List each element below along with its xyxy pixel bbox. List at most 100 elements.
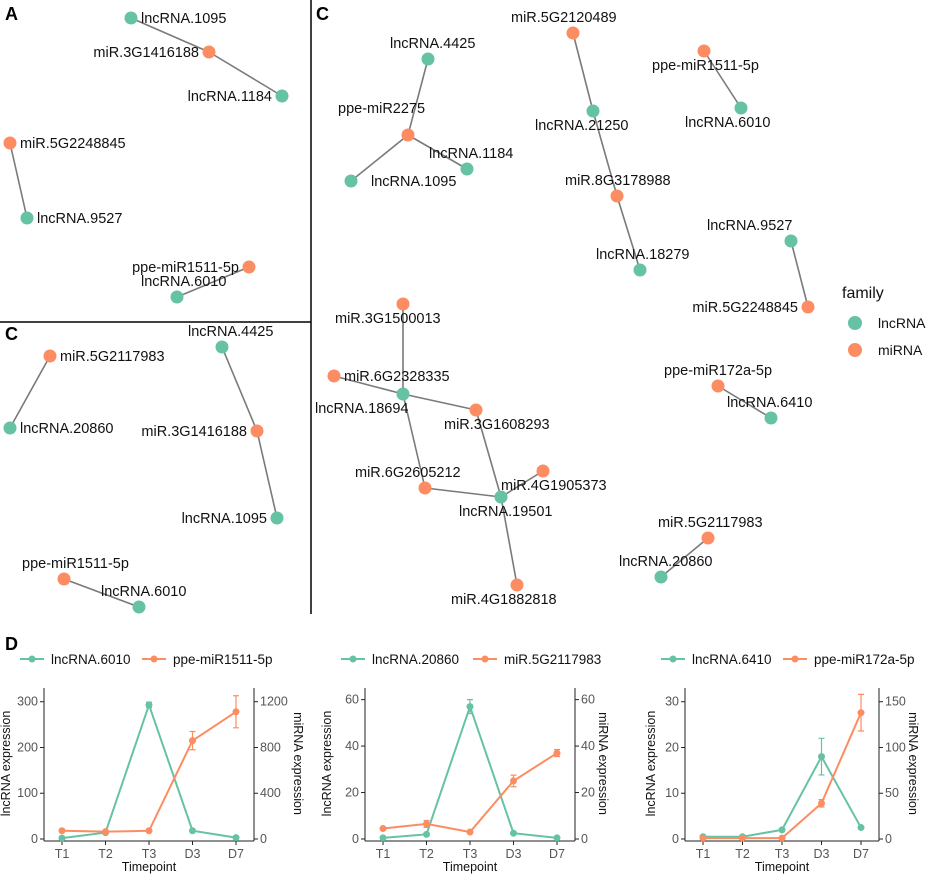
node-lncrna-1184: [275, 89, 289, 103]
series-line-ppe-mir1511-5p: [61, 710, 237, 833]
edge-ppe-mir1511-5p-lncrna-6010: [176, 266, 250, 298]
data-point-lncrna-6410-d3: [818, 753, 825, 761]
data-point-lncrna-6010-d3: [189, 827, 196, 835]
x-tick-label-d7: D7: [549, 847, 565, 861]
edge-lncrna-21250-mir-8g3178988: [592, 110, 618, 197]
edge-mir-3g1416188-lncrna-1184: [208, 51, 283, 97]
node-label-lncrna-20860: lncRNA.20860: [619, 554, 713, 570]
node-ppe-mir172a-5p: [711, 379, 725, 393]
data-point-lncrna-20860-t1: [379, 834, 387, 842]
right-tick-label: 150: [885, 695, 906, 709]
chart-legend-label-mir-5g2117983: miR.5G2117983: [504, 652, 601, 667]
x-axis-title: Timepoint: [755, 860, 810, 874]
x-axis-title: Timepoint: [122, 860, 177, 874]
node-mir-4g1905373: [536, 464, 550, 478]
node-label-lncrna-9527: lncRNA.9527: [37, 211, 122, 227]
node-label-lncrna-18279: lncRNA.18279: [596, 247, 690, 263]
chart-legend-marker-lncrna-6410: [669, 655, 677, 663]
data-point-lncrna-20860-t3: [466, 703, 474, 711]
edge-lncrna-18694-mir-3g1608293: [402, 393, 477, 411]
left-tick-label: 40: [345, 739, 359, 753]
node-lncrna-4425: [421, 52, 435, 66]
chart-legend-marker-ppe-mir1511-5p: [150, 655, 158, 663]
node-ppe-mir1511-5p: [697, 44, 711, 58]
chart-legend-label-ppe-mir1511-5p: ppe-miR1511-5p: [173, 652, 273, 667]
chart-legend-label-lncrna-20860: lncRNA.20860: [372, 652, 459, 667]
edge-ppe-mir2275-lncrna-1184: [407, 134, 468, 170]
node-label-lncrna-19501: lncRNA.19501: [459, 504, 553, 520]
panel-label-d: D: [5, 634, 18, 654]
data-point-mir-5g2117983-d3: [510, 777, 517, 785]
node-mir-5g2248845: [801, 300, 815, 314]
x-axis-title: Timepoint: [443, 860, 498, 874]
left-y-axis-title: lncRNA expression: [320, 711, 334, 817]
node-lncrna-20860: [3, 421, 17, 435]
node-label-lncrna-6010: lncRNA.6010: [101, 584, 186, 600]
x-tick-label-d7: D7: [853, 847, 869, 861]
data-point-ppe-mir1511-5p-t2: [102, 828, 109, 836]
node-mir-6g2328335: [327, 369, 341, 383]
legend-label-mirna: miRNA: [878, 342, 923, 358]
node-label-lncrna-18694: lncRNA.18694: [315, 401, 409, 417]
data-point-mir-5g2117983-d7: [553, 749, 561, 757]
node-label-lncrna-21250: lncRNA.21250: [535, 118, 629, 134]
node-label-mir-5g2248845: miR.5G2248845: [20, 136, 126, 152]
node-label-ppe-mir1511-5p: ppe-miR1511-5p: [652, 58, 759, 74]
left-tick-label: 0: [352, 832, 359, 846]
node-mir-5g2117983: [701, 531, 715, 545]
data-point-mir-5g2117983-t2: [423, 820, 430, 828]
family-legend: family lncRNA miRNA: [842, 285, 926, 358]
edge-lncrna-18694-mir-6g2605212: [402, 393, 426, 489]
edge-lncrna-9527-mir-5g2248845: [790, 240, 809, 308]
node-label-mir-8g3178988: miR.8G3178988: [565, 173, 671, 189]
node-label-mir-5g2117983: miR.5G2117983: [658, 515, 763, 531]
right-tick-label: 400: [260, 786, 281, 800]
right-y-axis-title: miRNA expression: [596, 712, 610, 815]
right-y-axis-title: miRNA expression: [291, 712, 305, 815]
node-label-lncrna-1095: lncRNA.1095: [371, 174, 456, 190]
node-label-ppe-mir1511-5p: ppe-miR1511-5p: [132, 260, 239, 276]
legend-swatch-mirna: [848, 343, 862, 357]
node-label-lncrna-6010: lncRNA.6010: [141, 274, 226, 290]
node-label-mir-5g2248845: miR.5G2248845: [692, 300, 798, 316]
left-tick-label: 20: [665, 740, 679, 754]
left-y-axis-title: lncRNA expression: [644, 711, 658, 817]
network-panel-a: lncRNA.1095 miR.3G1416188 lncRNA.1184 miR.5…: [3, 11, 289, 304]
node-mir-3g1416188: [250, 424, 264, 438]
right-y-axis-title: miRNA expression: [906, 712, 920, 815]
chart-legend-marker-lncrna-6010: [28, 655, 36, 663]
x-tick-label-t1: T1: [55, 847, 70, 861]
left-tick-label: 0: [31, 832, 38, 846]
edge-ppe-mir1511-5p-lncrna-6010: [703, 50, 742, 109]
panel-label-c-big: C: [316, 4, 329, 24]
left-y-axis-title: lncRNA expression: [0, 711, 13, 817]
data-point-lncrna-6010-d7: [232, 834, 240, 842]
node-label-lncrna-1095: lncRNA.1095: [182, 511, 267, 527]
right-tick-label: 40: [581, 739, 595, 753]
node-lncrna-6410: [764, 411, 778, 425]
node-label-lncrna-1095: lncRNA.1095: [141, 11, 226, 27]
panel-label-a: A: [5, 4, 18, 24]
node-mir-5g2120489: [566, 26, 580, 40]
x-tick-label-t2: T2: [735, 847, 750, 861]
node-mir-6g2605212: [418, 481, 432, 495]
left-tick-label: 10: [665, 786, 679, 800]
data-point-lncrna-20860-d7: [553, 834, 561, 842]
node-lncrna-18694: [396, 387, 410, 401]
node-mir-4g1882818: [510, 578, 524, 592]
edge-mir-6g2328335-lncrna-18694: [333, 375, 404, 395]
right-tick-label: 20: [581, 786, 595, 800]
data-point-ppe-mir172a-5p-t3: [778, 834, 786, 842]
chart-legend-marker-mir-5g2117983: [481, 655, 489, 663]
node-label-mir-5g2117983: miR.5G2117983: [60, 349, 165, 365]
node-lncrna-1184: [460, 162, 474, 176]
edge-mir-4g1905373-lncrna-19501: [500, 470, 544, 498]
node-label-mir-4g1905373: miR.4G1905373: [501, 478, 607, 494]
edge-lncrna-4425-ppe-mir2275: [407, 58, 429, 136]
node-mir-3g1608293: [469, 403, 483, 417]
node-mir-3g1416188: [202, 45, 216, 59]
right-tick-label: 800: [260, 740, 281, 754]
data-point-mir-5g2117983-t1: [379, 825, 387, 833]
right-tick-label: 60: [581, 693, 595, 707]
